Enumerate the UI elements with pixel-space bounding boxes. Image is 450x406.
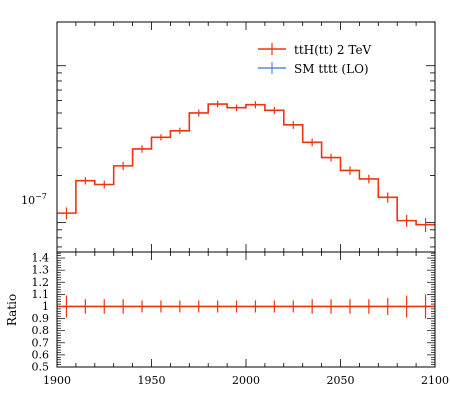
ratio-histogram — [57, 294, 435, 319]
ratio-ytick-label: 1.4 — [32, 252, 50, 265]
xtick-label: 1900 — [43, 374, 71, 387]
ratio-ytick-label: 0.5 — [32, 361, 50, 374]
ratio-ytick-label: 0.8 — [32, 324, 50, 337]
ratio-ytick-label: 1.1 — [32, 288, 50, 301]
ratio-panel-frame — [56, 251, 436, 368]
main-panel-ticks — [56, 22, 436, 252]
ratio-ytick-label: 1.3 — [32, 264, 50, 277]
xtick-label: 2000 — [232, 374, 260, 387]
legend-entry-tth: ttH(tt) 2 TeV — [258, 43, 372, 57]
main-series-tth-step — [57, 103, 435, 226]
ratio-ytick-label: 0.9 — [32, 312, 50, 325]
legend-entry-sm: SM tttt (LO) — [258, 62, 369, 76]
ratio-ytick-label: 1 — [42, 300, 49, 313]
ratio-ytick-label: 0.6 — [32, 348, 50, 361]
xtick-label: 2100 — [421, 374, 449, 387]
main-panel-frame — [56, 21, 436, 253]
ratio-ylabel: Ratio — [5, 294, 19, 326]
legend-label-tth: ttH(tt) 2 TeV — [294, 43, 372, 57]
ratio-ytick-label: 1.2 — [32, 276, 50, 289]
main-histogram — [57, 100, 435, 233]
xtick-labels: 1900 1950 2000 2050 2100 — [43, 374, 449, 387]
ratio-ytick-label: 0.7 — [32, 336, 50, 349]
legend: ttH(tt) 2 TeV SM tttt (LO) — [258, 43, 372, 76]
legend-label-sm: SM tttt (LO) — [294, 62, 369, 76]
xtick-label: 1950 — [138, 374, 166, 387]
ratio-panel-ticks — [56, 252, 436, 368]
ratio-ytick-labels: 0.50.60.70.80.911.11.21.31.4 — [32, 252, 50, 374]
xtick-label: 2050 — [327, 374, 355, 387]
main-ytick-label-base: 10−7 — [21, 192, 47, 207]
